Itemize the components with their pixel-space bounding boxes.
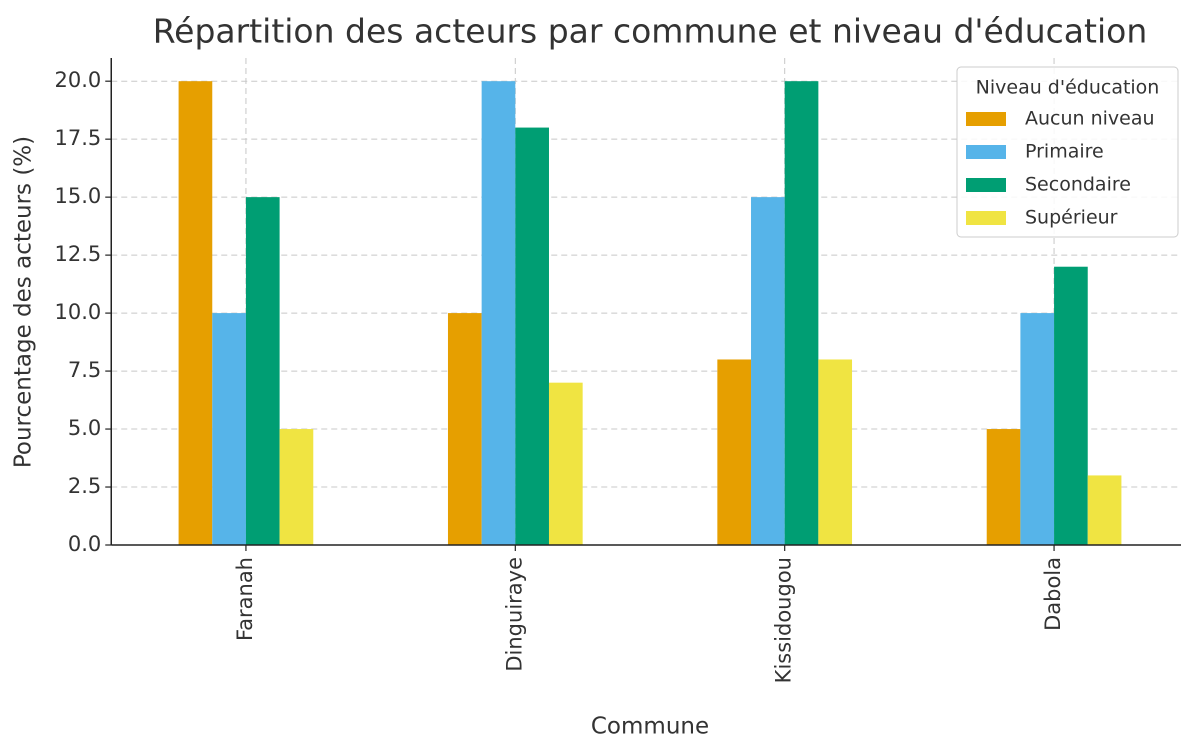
x-tick-label: Dabola	[1041, 557, 1065, 631]
axes: 0.0 2.5 5.0 7.5 10.0 12.5 15.0 17.5 20.0 Faranah D…	[54, 58, 1181, 683]
bar	[717, 359, 752, 545]
y-tick-label: 2.5	[68, 474, 101, 498]
y-tick-label: 20.0	[54, 68, 101, 92]
bar	[245, 197, 280, 545]
y-tick-label: 5.0	[68, 416, 101, 440]
y-tick-label: 7.5	[68, 358, 101, 382]
legend-label: Secondaire	[1025, 174, 1131, 196]
bar	[1054, 266, 1088, 545]
y-axis-label: Pourcentage des acteurs (%)	[11, 136, 37, 468]
y-tick-label: 12.5	[54, 242, 101, 266]
bar	[986, 429, 1021, 545]
legend-swatch	[966, 145, 1006, 159]
legend: Niveau d'éducation Aucun niveau Primaire Se…	[956, 66, 1179, 238]
bar	[548, 382, 583, 545]
y-tick-label: 10.0	[54, 300, 101, 324]
legend-label: Aucun niveau	[1025, 108, 1155, 130]
bar	[515, 127, 549, 546]
x-tick-label: Dinguiraye	[502, 557, 526, 672]
x-tick-label: Faranah	[233, 557, 257, 641]
bar	[178, 81, 213, 545]
legend-label: Primaire	[1025, 141, 1104, 163]
legend-swatch	[966, 211, 1006, 225]
bars	[178, 81, 1122, 546]
chart-title: Répartition des acteurs par commune et n…	[153, 12, 1148, 51]
bar	[751, 197, 785, 545]
bar	[212, 313, 246, 545]
bar	[784, 81, 819, 545]
bar	[1020, 313, 1055, 545]
bar	[279, 429, 314, 545]
legend-title: Niveau d'éducation	[976, 77, 1160, 99]
y-tick-label: 15.0	[54, 184, 101, 208]
legend-box	[956, 66, 1179, 238]
bar	[447, 313, 482, 545]
bar	[1087, 475, 1122, 545]
y-tick-label: 17.5	[54, 126, 101, 150]
bar	[481, 81, 516, 545]
bar	[818, 359, 853, 545]
legend-swatch	[966, 178, 1006, 192]
legend-label: Supérieur	[1025, 207, 1118, 229]
x-axis-label: Commune	[591, 714, 709, 738]
x-tick-label: Kissidougou	[772, 557, 796, 683]
y-tick-label: 0.0	[68, 532, 101, 556]
legend-swatch	[966, 112, 1006, 126]
